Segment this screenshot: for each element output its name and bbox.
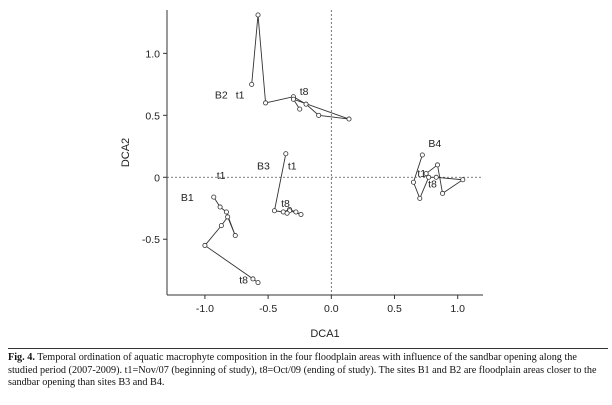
data-point-b2 [297,106,303,112]
x-tick-label: -0.5 [259,303,277,315]
data-point-b1 [218,223,224,229]
data-point-b4 [419,152,425,158]
data-point-b3 [298,211,304,217]
caption-text: Temporal ordination of aquatic macrophyt… [8,352,597,389]
data-point-b2 [255,12,261,18]
end-label-b3: t8 [281,198,290,210]
data-point-b3 [284,210,290,216]
data-point-b2 [346,116,352,122]
data-point-b4 [434,162,440,168]
data-point-b1 [250,276,256,282]
axis-ticks: -1.0 -0.5 0.0 0.5 1.0 1.0 0.5 0 -0.5 [142,48,465,315]
series-layer [202,12,466,286]
x-tick-label: -1.0 [196,303,214,315]
data-point-b4 [417,195,423,201]
data-point-b2 [263,100,269,106]
data-point-b2 [249,81,255,87]
plot-axes [166,10,483,296]
series-line-b1 [204,196,259,283]
y-axis-label: DCA2 [120,138,132,167]
figure-label: Fig. 4. [8,352,35,363]
data-point-b1 [217,204,223,210]
site-label-b1: B1 [181,192,194,204]
start-label-b4: t1 [417,168,426,180]
y-tick-label: 1.0 [145,48,160,60]
start-label-b3: t1 [288,161,297,173]
data-point-b4 [440,190,446,196]
data-point-b1 [255,280,261,286]
data-point-b1 [223,209,229,215]
data-point-b4 [460,177,466,183]
site-label-b4: B4 [428,138,441,150]
site-label-b2: B2 [215,89,228,101]
site-label-b3: B3 [257,161,270,173]
y-tick-label: 0 [154,172,160,184]
data-point-b4 [426,174,432,180]
start-label-b2: t1 [236,89,245,101]
data-point-b3 [283,151,289,157]
y-tick-label: 0.5 [145,110,160,122]
x-axis-label: DCA1 [310,328,339,340]
data-point-b1 [225,214,231,220]
x-tick-label: 0.5 [387,303,402,315]
data-point-b2 [303,101,309,107]
end-label-b4: t8 [428,179,437,191]
data-point-b3 [271,208,277,214]
x-tick-label: 0.0 [324,303,339,315]
x-tick-label: 1.0 [450,303,465,315]
start-label-b1: t1 [217,170,226,182]
data-point-b1 [202,242,208,248]
data-point-b2 [290,96,296,102]
end-label-b2: t8 [300,86,309,98]
data-point-b1 [211,194,217,200]
data-point-b4 [423,171,429,177]
figure-caption: Fig. 4. Temporal ordination of aquatic m… [8,348,608,390]
y-tick-label: -0.5 [142,234,160,246]
data-point-b1 [232,233,238,239]
data-point-b3 [293,209,299,215]
data-point-b4 [433,174,439,180]
data-point-b2 [316,112,322,118]
end-label-b1: t8 [239,275,248,287]
data-point-b4 [410,179,416,185]
